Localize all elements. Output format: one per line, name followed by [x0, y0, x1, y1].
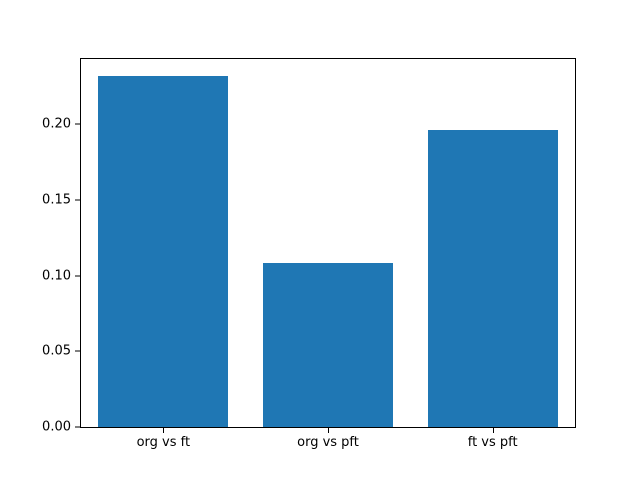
y-tick-label: 0.15: [42, 192, 71, 208]
bars-layer: org vs ft org vs pft ft vs pft: [81, 59, 575, 450]
category-slot: org vs ft: [81, 59, 246, 450]
x-tick-label: ft vs pft: [467, 435, 518, 450]
x-tick-label: org vs ft: [136, 435, 191, 450]
y-tick-label: 0.00: [42, 419, 71, 435]
y-tick-mark: [75, 275, 80, 277]
x-tick-mark: [328, 428, 329, 433]
bar-org-vs-ft: [98, 75, 229, 427]
category-slot: ft vs pft: [410, 59, 575, 450]
plot-area: 0.00 0.05 0.10 0.15 0.20 org vs ft org vs pft…: [42, 58, 576, 450]
y-tick-mark: [75, 426, 80, 428]
y-tick-label: 0.05: [42, 343, 71, 359]
y-tick-mark: [75, 199, 80, 201]
bar-ft-vs-pft: [427, 130, 558, 427]
category-slot: org vs pft: [246, 59, 411, 450]
x-tick-mark: [492, 428, 494, 433]
bar-org-vs-pft: [262, 263, 394, 427]
x-tick-label: org vs pft: [297, 435, 359, 450]
y-tick-label: 0.20: [42, 116, 71, 132]
y-tick-mark: [75, 350, 80, 352]
y-tick-mark: [75, 123, 80, 125]
x-tick-mark: [163, 428, 165, 433]
y-axis: 0.00 0.05 0.10 0.15 0.20: [42, 59, 575, 435]
y-tick-label: 0.10: [42, 268, 71, 284]
